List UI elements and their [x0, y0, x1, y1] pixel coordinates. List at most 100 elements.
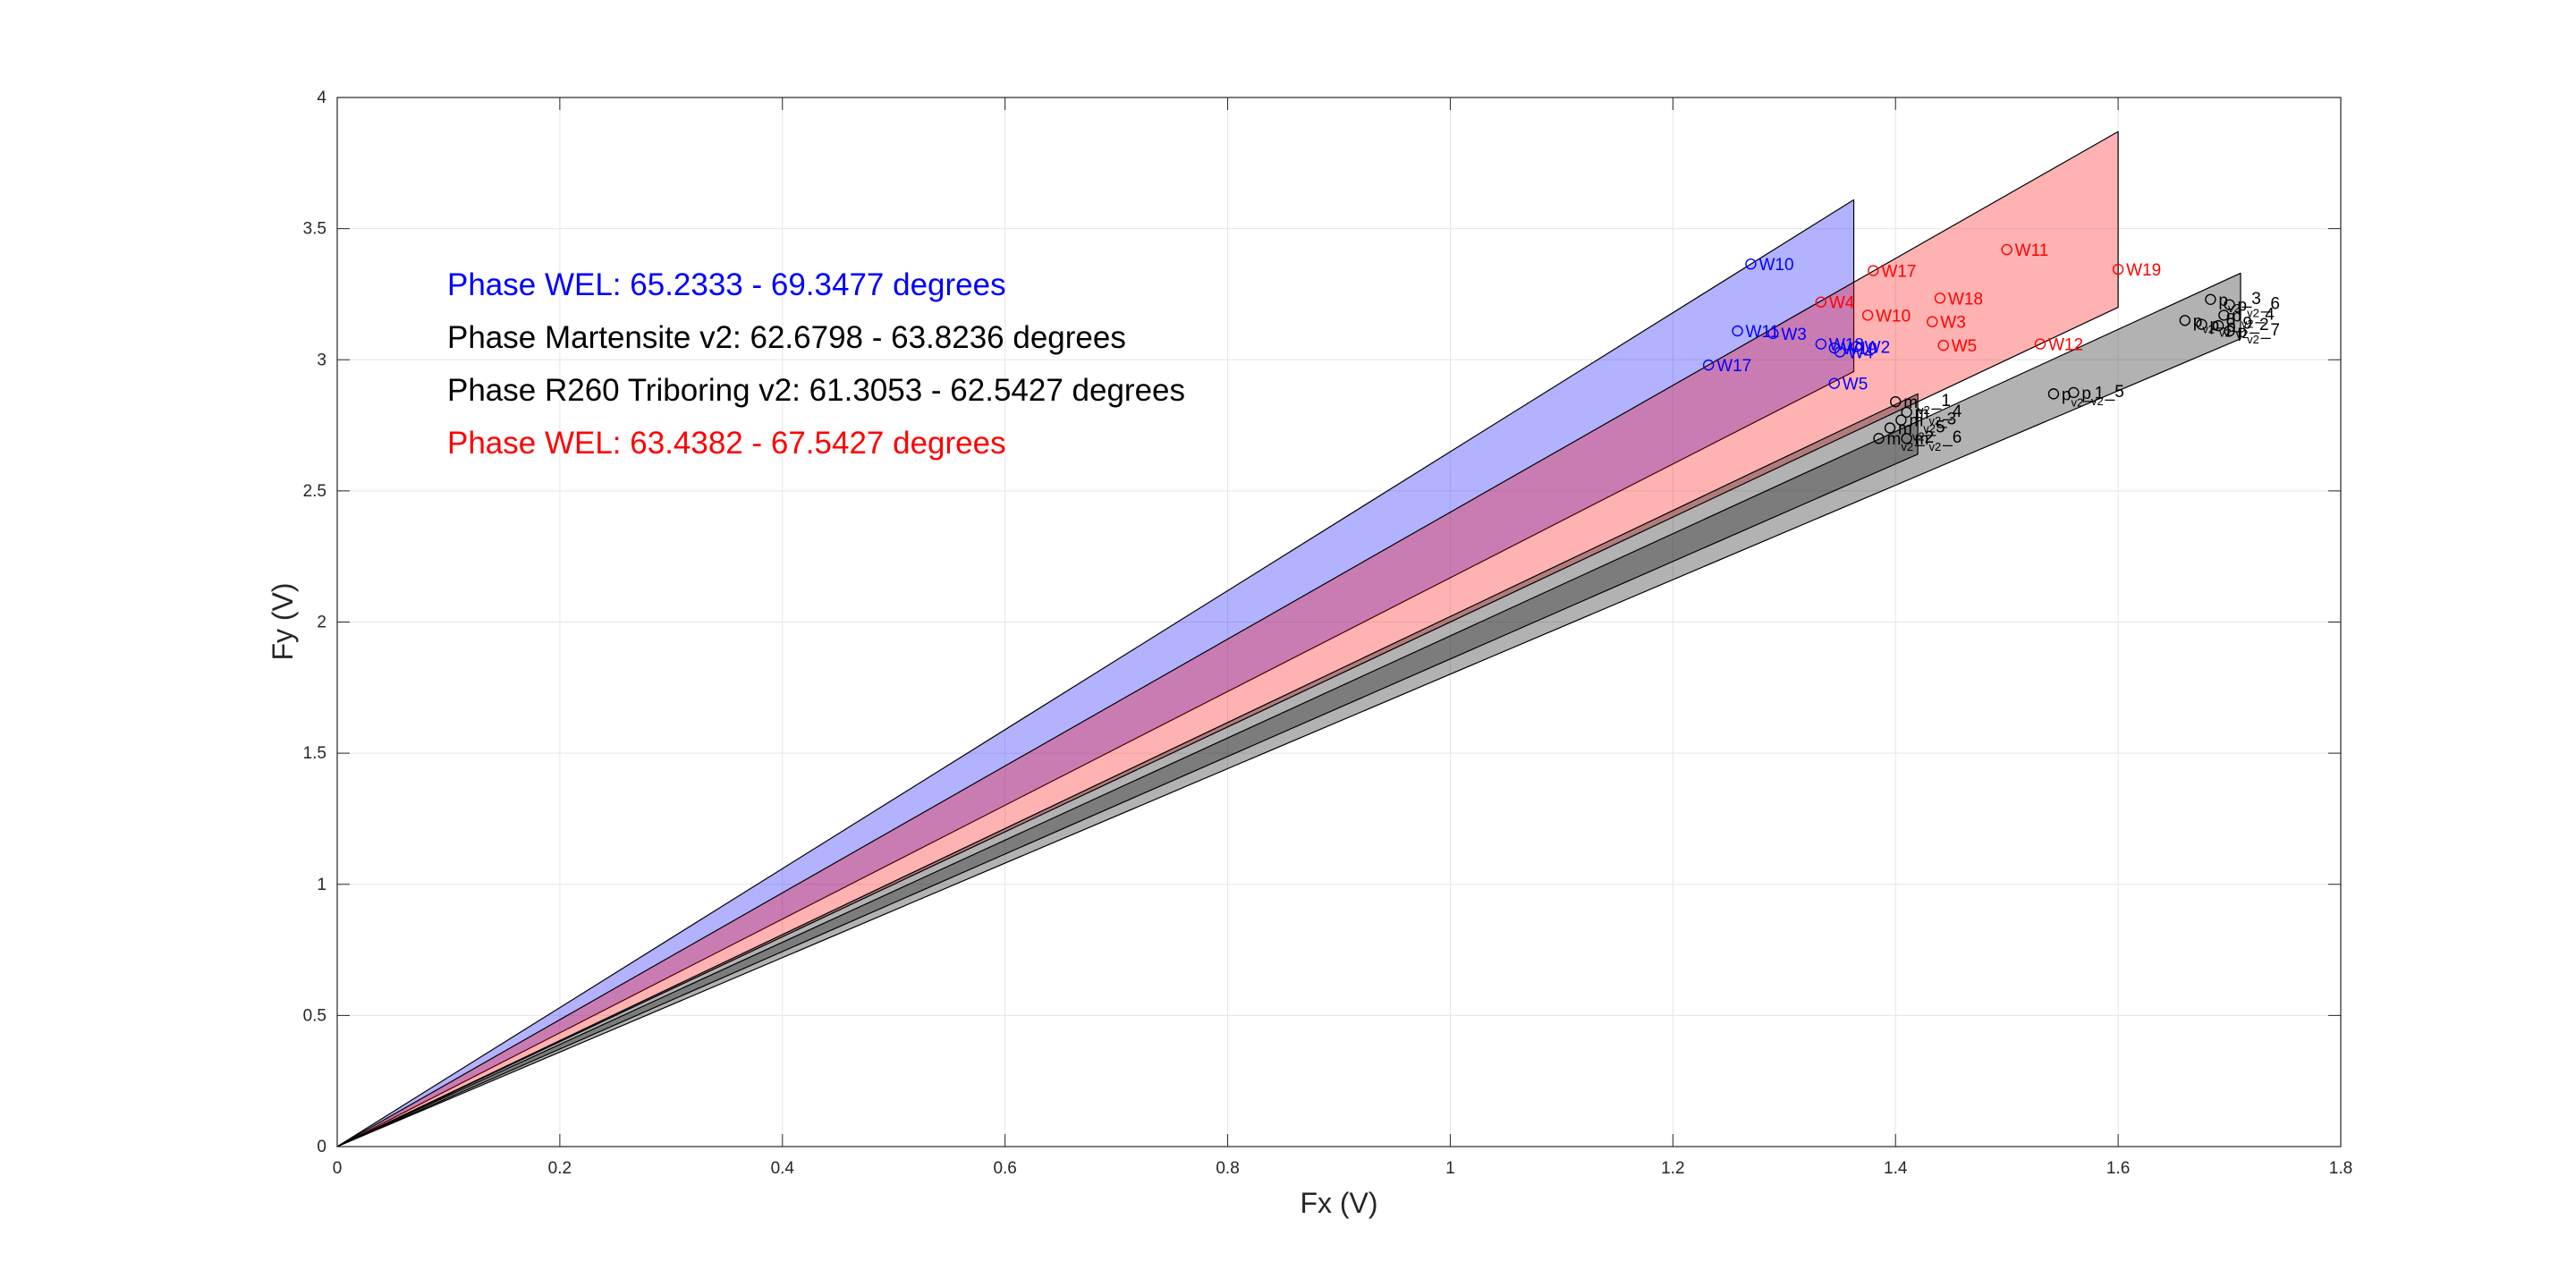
point-label-text: W10 — [1758, 256, 1793, 275]
point-label-index: _7 — [2260, 321, 2280, 340]
point-label: W18 — [1948, 290, 1983, 309]
point-label-text: W17 — [1881, 263, 1916, 282]
y-tick-label: 2 — [317, 614, 326, 632]
point-label-text: m — [1887, 430, 1902, 449]
point-label-subscript: v2 — [2228, 301, 2241, 315]
y-tick-label: 1 — [317, 876, 326, 894]
point-label: mv2 _3 — [1909, 411, 1956, 436]
x-tick-label: 0.6 — [993, 1159, 1016, 1178]
point-label-text: p — [2238, 297, 2248, 316]
point-label: W19 — [1843, 340, 1877, 359]
phase-wedge — [336, 272, 2241, 1147]
point-label: W19 — [2126, 261, 2161, 280]
point-label-text: W18 — [1829, 336, 1864, 355]
point-label: W3 — [1940, 314, 1966, 333]
phase-wedge — [336, 393, 1919, 1147]
point-label-text: W11 — [2015, 241, 2049, 260]
data-marker — [1851, 341, 1862, 352]
point-label: pv2 _3 — [2218, 290, 2260, 315]
data-marker — [1934, 292, 1946, 304]
point-label: W2 — [1865, 339, 1891, 358]
point-label-index: _8 — [2216, 310, 2235, 329]
data-marker — [1895, 414, 1907, 426]
data-marker — [1767, 327, 1779, 340]
data-marker — [2034, 338, 2046, 350]
point-label-text: W18 — [1948, 290, 1983, 309]
axis-ticks — [336, 97, 2342, 1147]
legend-entry: Phase WEL: 63.4382 - 67.5427 degrees — [447, 426, 1006, 461]
x-tick-label: 1.6 — [2106, 1159, 2130, 1178]
point-label: W4 — [1829, 294, 1855, 313]
point-label: W12 — [2048, 336, 2083, 355]
point-label: W10 — [1758, 256, 1793, 275]
point-label-subscript: v2 — [1923, 422, 1936, 436]
data-marker — [2068, 386, 2080, 399]
x-tick-label: 0 — [333, 1159, 343, 1178]
point-label-text: p — [2081, 385, 2091, 403]
point-label: W10 — [1876, 307, 1911, 326]
point-label-index: _3 — [1936, 411, 1956, 429]
x-tick-label: 1.2 — [1661, 1159, 1684, 1178]
point-label-text: m — [1915, 430, 1929, 449]
point-label-text: W3 — [1781, 326, 1807, 344]
point-label-subscript: v2 — [1928, 414, 1941, 428]
point-label-text: W19 — [2126, 261, 2161, 280]
point-label-text: W2 — [1865, 339, 1891, 358]
data-marker — [1868, 265, 1879, 276]
point-label-index: _9 — [2233, 315, 2252, 334]
point-label-index: _6 — [1942, 428, 1962, 447]
y-tick-label: 1.5 — [303, 744, 326, 763]
legend: Phase WEL: 65.2333 - 69.3477 degrees Phas… — [447, 267, 1185, 461]
data-marker — [1815, 338, 1827, 350]
y-tick-label: 0 — [317, 1138, 326, 1156]
data-marker — [1927, 316, 1938, 327]
y-tick-label: 2.5 — [303, 482, 326, 501]
data-marker — [1901, 406, 1912, 419]
point-label-text: p — [2226, 318, 2236, 336]
data-marker — [2224, 325, 2235, 337]
point-label: W17 — [1881, 263, 1916, 282]
data-marker — [2112, 263, 2124, 275]
point-label: W4 — [1848, 343, 1874, 362]
point-label-index: _2 — [2249, 316, 2268, 334]
point-label: mv2 _4 — [1915, 402, 1962, 428]
point-label-index: _1 — [2084, 384, 2104, 402]
point-label-text: p — [2232, 307, 2241, 326]
point-label-text: W5 — [1843, 376, 1868, 394]
data-marker — [2196, 318, 2207, 330]
y-tick-label: 3.5 — [303, 220, 326, 239]
point-label-text: p — [2209, 317, 2219, 335]
data-marker — [2001, 243, 2012, 256]
data-marker — [2047, 388, 2060, 400]
point-label-subscript: v2 — [1928, 440, 1941, 453]
point-label-text: p — [2238, 323, 2248, 342]
data-marker — [1732, 325, 1743, 337]
y-tick-label: 3 — [317, 351, 326, 369]
data-marker — [1884, 422, 1896, 434]
point-label-text: W10 — [1876, 307, 1911, 326]
point-label: W17 — [1716, 357, 1751, 376]
x-tick-label: 0.2 — [548, 1159, 572, 1178]
point-label-subscript: v2 — [2072, 395, 2084, 409]
point-label-text: W3 — [1940, 314, 1966, 333]
point-label-index: _3 — [2241, 290, 2261, 309]
legend-entry: Phase R260 Triboring v2: 61.3053 - 62.54… — [447, 373, 1185, 408]
point-label-text: p — [2218, 292, 2228, 310]
data-marker — [1873, 433, 1885, 445]
point-label: pv2 _5 — [2081, 383, 2123, 408]
wedges — [336, 131, 2241, 1147]
data-marker — [1828, 377, 1840, 389]
point-label-subscript: v2 — [2091, 394, 2104, 408]
legend-entry: Phase WEL: 65.2333 - 69.3477 degrees — [447, 267, 1006, 302]
point-label-text: p — [2062, 385, 2072, 404]
point-label-index: _4 — [2255, 305, 2275, 324]
data-marker — [1901, 433, 1912, 445]
point-label-index: _6 — [2260, 295, 2280, 314]
data-marker — [1815, 296, 1827, 308]
point-label: W11 — [1746, 323, 1780, 342]
x-tick-label: 0.4 — [771, 1159, 795, 1178]
point-label-text: W17 — [1716, 357, 1751, 376]
point-label-text: W19 — [1843, 340, 1877, 359]
data-marker — [1834, 346, 1846, 358]
